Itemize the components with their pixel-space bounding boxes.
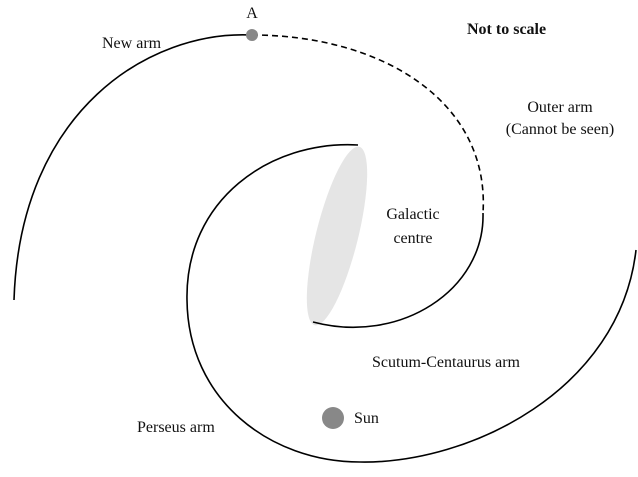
sun-marker (322, 407, 344, 429)
scale-note: Not to scale (467, 21, 546, 38)
new-arm-curve (14, 35, 252, 300)
centre-label: centre (393, 230, 432, 247)
perseus-arm-label: Perseus arm (137, 419, 215, 436)
page: A New arm Not to scale Outer arm (Cannot… (0, 0, 638, 477)
outer-arm-note: (Cannot be seen) (506, 121, 614, 138)
galactic-label: Galactic (386, 206, 439, 223)
outer-arm-curve (252, 35, 483, 213)
new-arm-label: New arm (102, 35, 162, 52)
outer-arm-label: Outer arm (527, 99, 593, 116)
sun-label: Sun (354, 410, 379, 427)
galaxy-diagram: A New arm Not to scale Outer arm (Cannot… (0, 0, 638, 477)
galactic-centre-shape (294, 142, 379, 331)
point-a-marker (246, 29, 258, 41)
scutum-centaurus-label: Scutum-Centaurus arm (372, 354, 521, 371)
perseus-arm-curve (187, 145, 636, 462)
point-a-label: A (246, 5, 258, 22)
